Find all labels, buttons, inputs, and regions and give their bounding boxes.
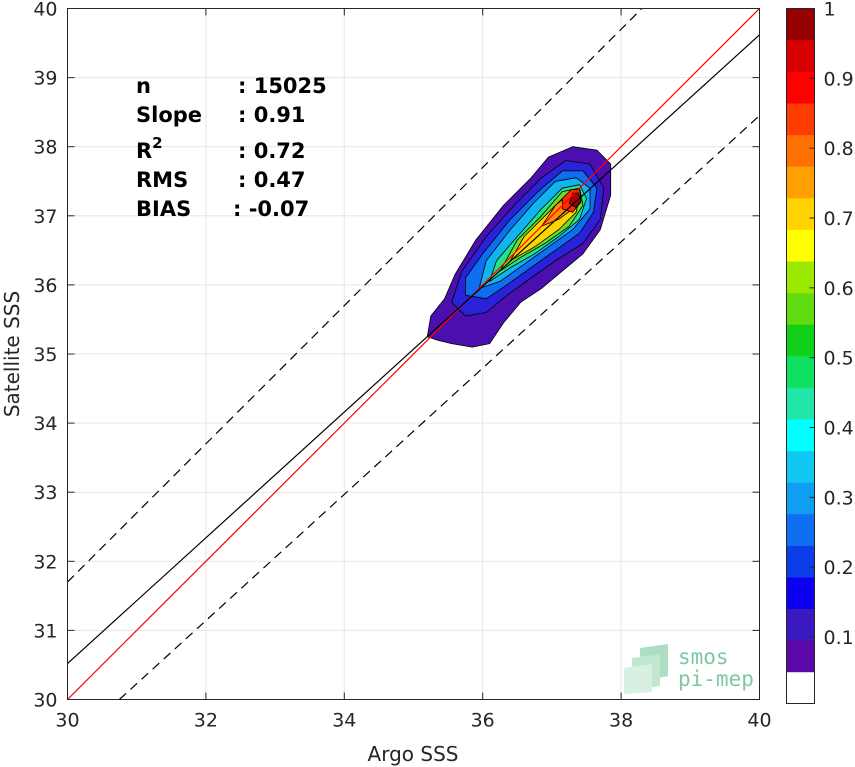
stat-rms-label: RMS <box>136 168 188 192</box>
upper-bound-line <box>67 8 643 583</box>
colorbar-band-6 <box>786 482 815 515</box>
y-tick-label-32: 32 <box>33 551 57 573</box>
stats-box: n : 15025 Slope : 0.91 R2 : 0.72 RMS : 0… <box>136 74 327 221</box>
contour-level-0.95 <box>568 192 582 208</box>
stat-r2-superscript: 2 <box>152 134 162 152</box>
stat-bias-value: : -0.07 <box>233 197 309 221</box>
x-tick-label-32: 32 <box>194 710 218 732</box>
colorbar-tick-label-0.2: 0.2 <box>824 557 854 579</box>
colorbar-band-17 <box>786 134 815 167</box>
x-tick-label-40: 40 <box>747 710 771 732</box>
colorbar-tick-label-0.4: 0.4 <box>824 417 854 439</box>
colorbar-band-14 <box>786 229 815 262</box>
x-tick-label-38: 38 <box>609 710 633 732</box>
colorbar-band-9 <box>786 387 815 420</box>
colorbar-tick-label-0.5: 0.5 <box>824 348 854 370</box>
colorbar-tick-label-0.8: 0.8 <box>824 138 854 160</box>
y-tick-label-36: 36 <box>33 275 57 297</box>
colorbar-band-1 <box>786 640 815 673</box>
colorbar-band-8 <box>786 419 815 452</box>
identity-line <box>67 8 760 700</box>
colorbar-tick-label-1: 1 <box>824 0 836 21</box>
colorbar-band-4 <box>786 545 815 578</box>
y-tick-label-34: 34 <box>33 413 57 435</box>
x-axis-label: Argo SSS <box>368 742 459 766</box>
colorbar-band-11 <box>786 324 815 357</box>
x-tick-label-36: 36 <box>471 710 495 732</box>
lower-bound-line <box>118 115 760 700</box>
y-tick-label-30: 30 <box>33 690 57 712</box>
colorbar-band-10 <box>786 356 815 388</box>
y-tick-label-40: 40 <box>33 0 57 21</box>
logo-line-1: smos <box>678 645 729 669</box>
y-tick-label-33: 33 <box>33 482 57 504</box>
stat-bias-label: BIAS <box>136 197 191 221</box>
colorbar-band-18 <box>786 103 815 136</box>
y-tick-label-31: 31 <box>33 620 57 642</box>
colorbar: 0.1 0.2 0.3 0.4 0.5 0.6 0.7 0.8 0.9 1 <box>786 0 854 704</box>
smos-pi-mep-logo: smos pi-mep <box>624 644 754 694</box>
logo-waves-icon <box>624 644 668 694</box>
stat-rms-value: : 0.47 <box>238 168 306 192</box>
colorbar-band-2 <box>786 608 815 641</box>
colorbar-band-20 <box>786 40 815 72</box>
x-axis-ticks: 30 32 34 36 38 40 <box>55 8 772 732</box>
y-axis-label: Satellite SSS <box>0 291 24 417</box>
y-tick-label-35: 35 <box>33 344 57 366</box>
colorbar-band-7 <box>786 450 815 483</box>
y-tick-label-39: 39 <box>33 68 57 90</box>
stat-r2-value: : 0.72 <box>238 139 306 163</box>
stat-slope-label: Slope <box>136 103 202 127</box>
colorbar-tick-label-0.3: 0.3 <box>824 487 854 509</box>
stat-n-label: n <box>136 74 151 98</box>
colorbar-band-19 <box>786 71 815 104</box>
stat-r2-label: R2 <box>136 134 163 163</box>
colorbar-tick-label-0.1: 0.1 <box>824 627 854 649</box>
reference-lines <box>67 8 760 700</box>
logo-line-2: pi-mep <box>678 667 754 691</box>
colorbar-tick-label-0.6: 0.6 <box>824 278 854 300</box>
colorbar-band-5 <box>786 513 815 546</box>
colorbar-band-13 <box>786 261 815 294</box>
colorbar-band-12 <box>786 292 815 325</box>
stat-n-value: : 15025 <box>238 74 327 98</box>
colorbar-ticks: 0.1 0.2 0.3 0.4 0.5 0.6 0.7 0.8 0.9 1 <box>809 0 854 649</box>
regression-line <box>67 34 760 665</box>
colorbar-band-0 <box>786 671 815 704</box>
colorbar-frame <box>786 8 815 704</box>
colorbar-tick-label-0.9: 0.9 <box>824 68 854 90</box>
colorbar-band-21 <box>786 8 815 41</box>
colorbar-band-16 <box>786 166 815 199</box>
colorbar-band-15 <box>786 198 815 230</box>
y-tick-label-38: 38 <box>33 137 57 159</box>
colorbar-bands <box>786 8 815 704</box>
x-tick-label-34: 34 <box>332 710 356 732</box>
stat-slope-value: : 0.91 <box>238 103 306 127</box>
y-tick-label-37: 37 <box>33 206 57 228</box>
colorbar-band-3 <box>786 577 815 610</box>
density-contours <box>426 146 612 348</box>
stat-r2-letter: R <box>136 139 152 163</box>
colorbar-tick-label-0.7: 0.7 <box>824 208 854 230</box>
x-tick-label-30: 30 <box>55 710 79 732</box>
y-axis-ticks: 30 31 32 33 34 35 36 37 38 39 40 <box>33 0 760 712</box>
